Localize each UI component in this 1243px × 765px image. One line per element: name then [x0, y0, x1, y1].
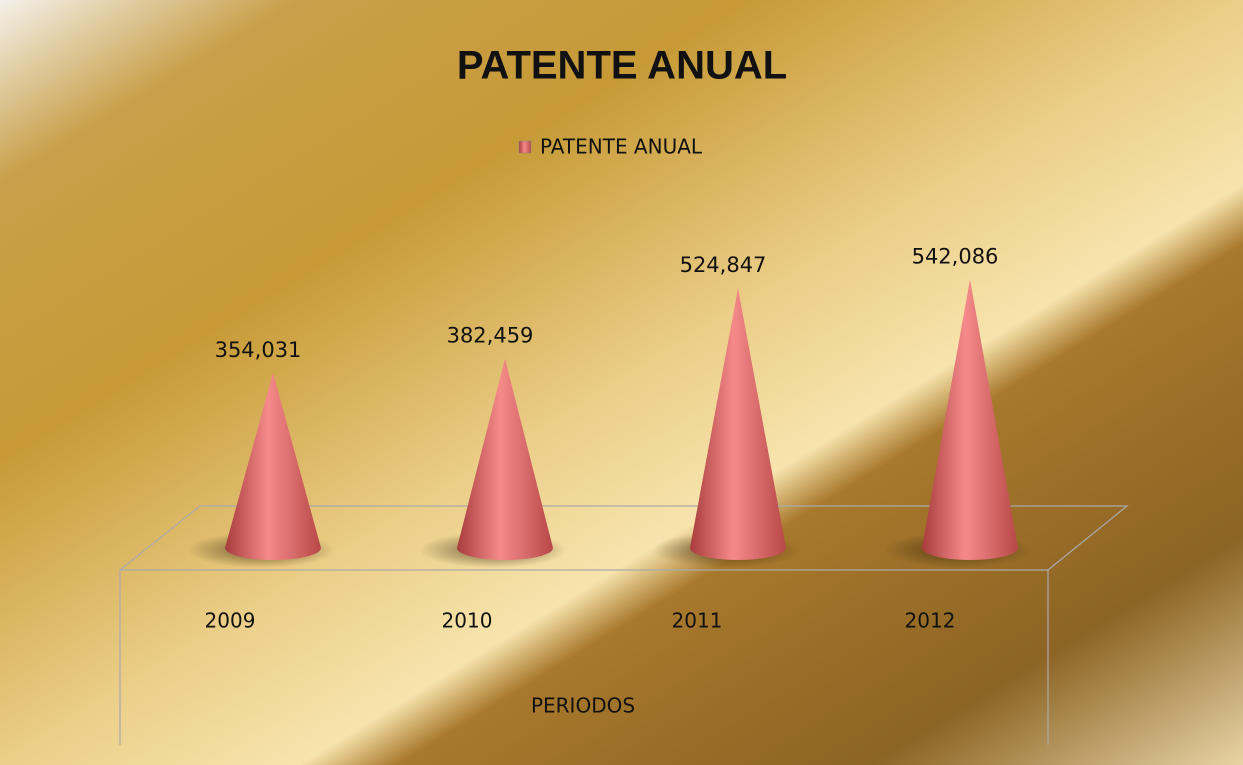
cone — [690, 288, 786, 560]
cone — [457, 358, 553, 560]
cone — [922, 279, 1018, 560]
floor — [119, 505, 1129, 745]
x-tick-label: 2012 — [905, 609, 956, 633]
data-label: 542,086 — [912, 245, 999, 269]
x-axis-label: PERIODOS — [531, 694, 635, 718]
x-tick-label: 2009 — [205, 609, 256, 633]
chart-title: PATENTE ANUAL — [457, 44, 787, 88]
data-label: 524,847 — [680, 253, 767, 277]
x-tick-label: 2011 — [672, 609, 723, 633]
cone — [225, 372, 321, 560]
data-label: 382,459 — [447, 324, 534, 348]
legend-swatch — [518, 140, 532, 154]
x-tick-label: 2010 — [442, 609, 493, 633]
legend-label: PATENTE ANUAL — [540, 135, 703, 159]
data-label: 354,031 — [215, 338, 302, 362]
